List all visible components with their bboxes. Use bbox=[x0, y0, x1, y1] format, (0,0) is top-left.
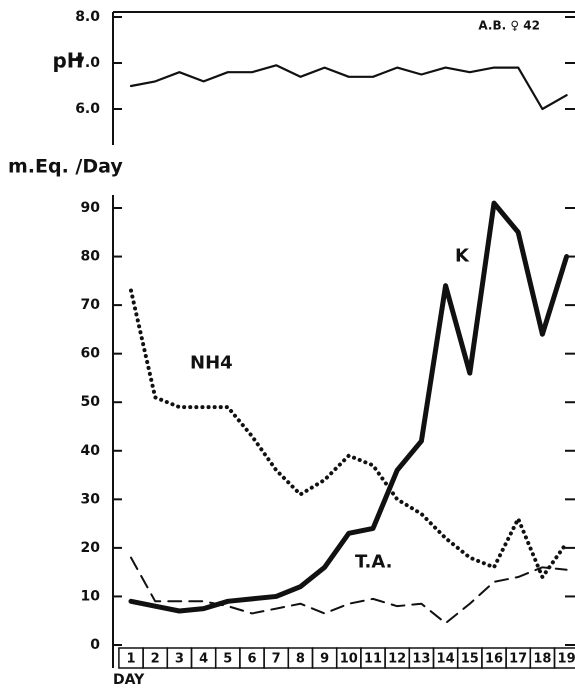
x-tick-label: 2 bbox=[151, 652, 160, 667]
y-tick-label: 0 bbox=[90, 637, 100, 653]
y-tick-label: 6.0 bbox=[75, 101, 100, 117]
x-tick-label: 6 bbox=[247, 652, 256, 667]
meq-axis-label: m.Eq. /Day bbox=[8, 156, 123, 178]
series-label: T.A. bbox=[355, 551, 393, 572]
x-tick-label: 10 bbox=[340, 652, 358, 667]
x-tick-label: 7 bbox=[272, 652, 281, 667]
x-tick-label: 15 bbox=[461, 652, 479, 667]
x-tick-label: 12 bbox=[388, 652, 406, 667]
x-tick-label: 11 bbox=[364, 652, 382, 667]
x-tick-label: 14 bbox=[437, 652, 455, 667]
x-tick-label: 5 bbox=[223, 652, 232, 667]
series-line bbox=[129, 288, 569, 580]
x-tick-label: 1 bbox=[126, 652, 135, 667]
y-tick-label: 10 bbox=[81, 588, 101, 604]
x-tick-label: 13 bbox=[412, 652, 430, 667]
y-tick-label: 90 bbox=[81, 200, 101, 216]
x-tick-label: 8 bbox=[296, 652, 305, 667]
y-tick-label: 8.0 bbox=[75, 9, 100, 25]
x-tick-label: 19 bbox=[558, 652, 575, 667]
x-tick-label: 17 bbox=[509, 652, 527, 667]
y-tick-label: 40 bbox=[81, 443, 101, 459]
y-tick-label: 7.0 bbox=[75, 55, 100, 71]
x-tick-label: 4 bbox=[199, 652, 208, 667]
x-tick-label: 16 bbox=[485, 652, 503, 667]
y-tick-label: 70 bbox=[81, 297, 101, 313]
series-line bbox=[128, 200, 570, 614]
day-box bbox=[553, 647, 575, 669]
series-label: K bbox=[455, 246, 470, 267]
x-tick-label: 9 bbox=[320, 652, 329, 667]
series-label: NH4 bbox=[190, 352, 233, 373]
y-tick-label: 50 bbox=[81, 394, 101, 410]
ph-axis-label: pH bbox=[52, 49, 83, 73]
series-line bbox=[130, 556, 568, 625]
series-line bbox=[129, 64, 568, 111]
x-axis-label: DAY bbox=[113, 672, 145, 688]
y-tick-label: 30 bbox=[81, 491, 101, 507]
y-tick-label: 80 bbox=[81, 249, 101, 265]
x-tick-label: 3 bbox=[175, 652, 184, 667]
annotation: A.B. ♀ 42 bbox=[478, 19, 540, 33]
y-tick-label: 20 bbox=[81, 540, 101, 556]
y-tick-label: 60 bbox=[81, 346, 101, 362]
x-tick-label: 18 bbox=[533, 652, 551, 667]
